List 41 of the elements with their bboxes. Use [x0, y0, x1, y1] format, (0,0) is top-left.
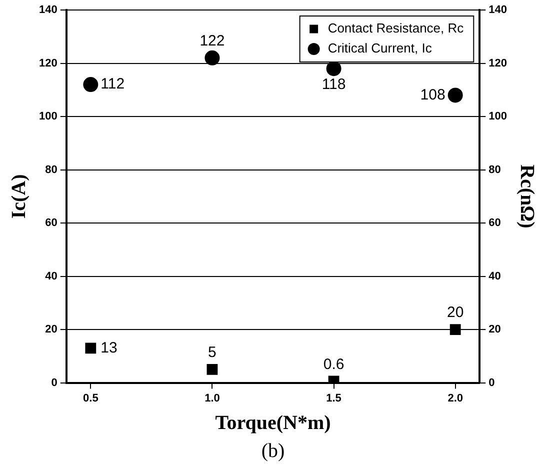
data-label: 118: [322, 76, 346, 94]
point: [204, 50, 220, 66]
point: [450, 324, 461, 335]
y-tick-label: 140: [38, 4, 58, 16]
data-label: 20: [446, 304, 464, 322]
y-tick-label: 0: [51, 376, 58, 389]
text: (b): [260, 440, 286, 463]
x-tick-label: 1.5: [326, 392, 342, 404]
y2-tick-label: 60: [488, 217, 501, 230]
y2-tick-label: 80: [488, 164, 501, 176]
point: [326, 61, 342, 76]
data-label: 112: [100, 76, 125, 93]
legend-label: Critical Current, Ic: [328, 40, 432, 56]
y-tick-label: 120: [38, 57, 58, 70]
data-label: 122: [200, 32, 225, 50]
y2-tick-label: 20: [488, 324, 501, 336]
y2-tick-label: 120: [488, 57, 508, 70]
point: [83, 77, 98, 92]
x-tick-label: 1.0: [204, 392, 220, 404]
y2-axis-title: Rc(nΩ): [516, 164, 538, 228]
legend-label: Contact Resistance, Rc: [328, 20, 464, 36]
y-tick-label: 100: [38, 110, 58, 123]
y-axis-title: Ic(A): [8, 174, 30, 219]
y2-tick-label: 140: [488, 4, 508, 16]
point: [448, 88, 463, 103]
x-tick-label: 0.5: [83, 392, 98, 404]
data-label: 0.6: [323, 356, 344, 373]
y-tick-label: 80: [45, 164, 58, 176]
y2-tick-label: 100: [488, 110, 508, 123]
point: [206, 364, 218, 375]
x-tick-label: 2.0: [448, 392, 463, 404]
point: [85, 342, 96, 354]
x-axis-title: Torque(N*m): [215, 412, 331, 434]
y-tick-label: 60: [45, 217, 58, 230]
y-tick-label: 20: [45, 324, 58, 336]
y-tick-label: 40: [45, 270, 58, 282]
data-label: 13: [100, 339, 118, 356]
data-label: 108: [420, 86, 446, 104]
y2-tick-label: 0: [488, 376, 495, 389]
y2-tick-label: 40: [488, 270, 501, 282]
data-label: 5: [208, 344, 216, 362]
